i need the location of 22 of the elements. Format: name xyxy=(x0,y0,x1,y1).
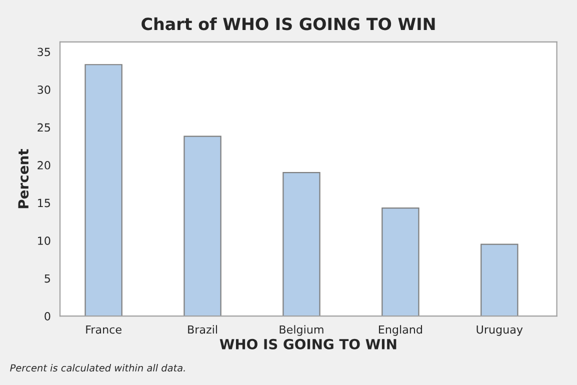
y-axis-title: Percent xyxy=(18,149,29,208)
y-tick-label: 30 xyxy=(38,86,50,94)
y-tick-label: 10 xyxy=(38,236,50,245)
x-tick-label: Belgium xyxy=(280,325,324,336)
x-tick-label: Uruguay xyxy=(476,325,523,336)
bar xyxy=(282,172,320,316)
x-tick-label: France xyxy=(86,325,122,334)
y-tick-label: 25 xyxy=(38,123,50,132)
text: Percent is calculated within all data. xyxy=(10,364,185,372)
y-tick-label: 15 xyxy=(38,198,50,208)
bar xyxy=(480,244,518,316)
x-tick-label: England xyxy=(378,325,422,336)
chart-title: Chart of WHO IS GOING TO WIN xyxy=(142,17,435,30)
y-tick-label: 20 xyxy=(38,161,50,170)
x-axis-title: WHO IS GOING TO WIN xyxy=(220,338,396,350)
bar xyxy=(184,136,222,316)
y-tick-label: 5 xyxy=(44,274,50,283)
y-tick-label: 0 xyxy=(44,312,50,320)
y-tick-label: 35 xyxy=(38,48,50,56)
bar xyxy=(84,64,122,316)
bar xyxy=(382,208,420,316)
x-tick-label: Brazil xyxy=(188,325,217,334)
